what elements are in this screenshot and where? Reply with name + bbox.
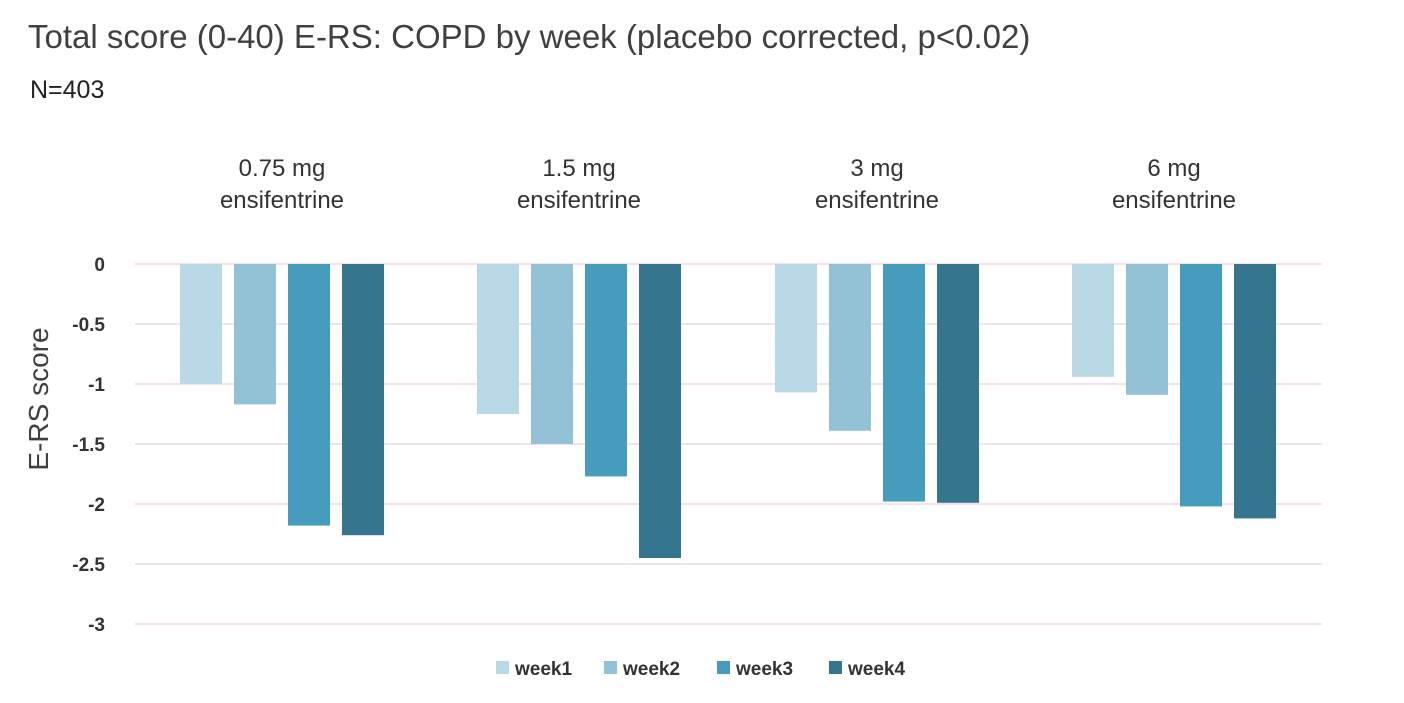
- bar-week2-group-3: [829, 264, 871, 431]
- legend-label-week1: week1: [514, 659, 572, 680]
- y-axis-ticks: 0 -0.5 -1 -1.5 -2 -2.5 -3: [72, 255, 105, 636]
- y-tick-label: -2.5: [72, 555, 105, 576]
- legend-swatch-week1: [496, 661, 509, 674]
- y-tick-label: -3: [88, 615, 105, 636]
- bar-week4-group-1: [342, 264, 384, 536]
- bar-week3-group-4: [1180, 264, 1222, 507]
- chart-title: Total score (0-40) E-RS: COPD by week (p…: [28, 18, 1031, 55]
- legend-label-week3: week3: [735, 659, 793, 680]
- category-label-line: ensifentrine: [815, 187, 939, 214]
- bar-week4-group-2: [639, 264, 681, 558]
- category-label: 3 mg ensifentrine: [815, 155, 939, 214]
- legend: week1 week2 week3 week4: [496, 659, 905, 680]
- bar-week3-group-2: [585, 264, 627, 477]
- category-label: 0.75 mg ensifentrine: [220, 155, 344, 214]
- y-axis-title: E-RS score: [23, 327, 54, 470]
- bar-week4-group-4: [1234, 264, 1276, 519]
- category-label-line: ensifentrine: [517, 187, 641, 214]
- y-tick-label: -1: [88, 375, 105, 396]
- category-label-line: 6 mg: [1147, 155, 1200, 182]
- gridlines: [135, 263, 1322, 625]
- category-label-line: ensifentrine: [1112, 187, 1236, 214]
- bar-week1-group-1: [180, 264, 222, 384]
- bar-week3-group-1: [288, 264, 330, 526]
- y-tick-label: -1.5: [72, 435, 105, 456]
- category-label-line: ensifentrine: [220, 187, 344, 214]
- legend-label-week4: week4: [847, 659, 905, 680]
- category-label: 6 mg ensifentrine: [1112, 155, 1236, 214]
- category-label: 1.5 mg ensifentrine: [517, 155, 641, 214]
- y-tick-label: 0: [94, 255, 105, 276]
- bar-week1-group-2: [477, 264, 519, 414]
- legend-label-week2: week2: [622, 659, 680, 680]
- bar-week2-group-4: [1126, 264, 1168, 395]
- legend-swatch-week4: [829, 661, 842, 674]
- category-label-line: 3 mg: [850, 155, 903, 182]
- bar-week4-group-3: [937, 264, 979, 503]
- legend-swatch-week2: [604, 661, 617, 674]
- category-label-line: 1.5 mg: [542, 155, 615, 182]
- bar-week3-group-3: [883, 264, 925, 502]
- chart-subtitle: N=403: [30, 76, 105, 104]
- y-tick-label: -2: [88, 495, 105, 516]
- y-tick-label: -0.5: [72, 315, 105, 336]
- bar-week2-group-2: [531, 264, 573, 444]
- bar-week1-group-3: [775, 264, 817, 393]
- bar-week1-group-4: [1072, 264, 1114, 377]
- category-label-line: 0.75 mg: [239, 155, 326, 182]
- bars: [180, 264, 1276, 558]
- legend-swatch-week3: [717, 661, 730, 674]
- bar-week2-group-1: [234, 264, 276, 405]
